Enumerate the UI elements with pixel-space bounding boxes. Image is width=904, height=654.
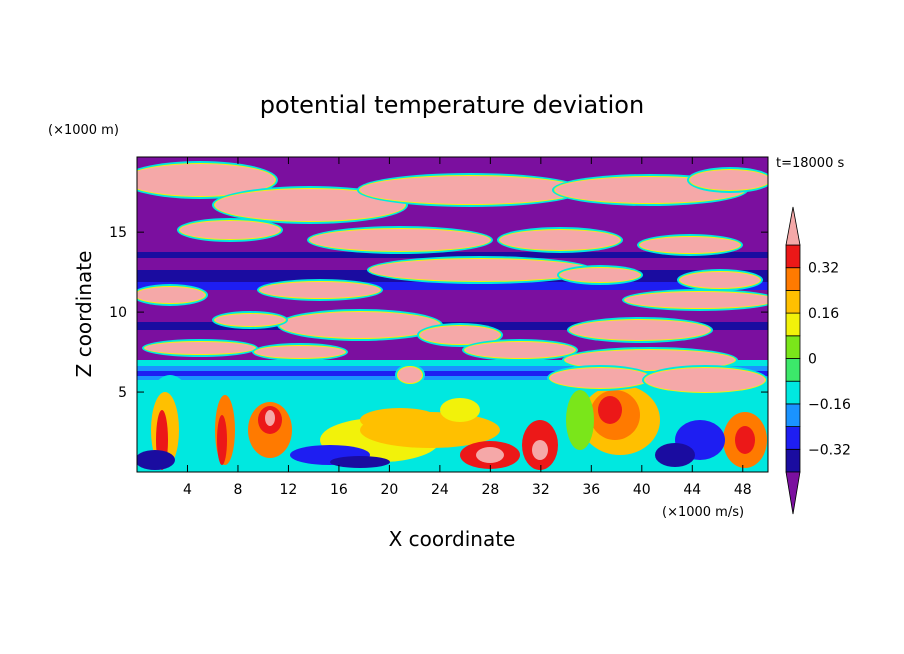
warm-filament	[465, 342, 575, 358]
colorbar: 0.32 0.16 0 −0.16 −0.32	[785, 206, 851, 515]
warm-filament	[690, 170, 768, 190]
warm-filament	[180, 221, 280, 239]
warm-filament	[550, 368, 650, 388]
y-unit-label: (×1000 m)	[48, 123, 119, 138]
x-tick-label: 40	[633, 482, 651, 498]
x-tick-label: 12	[280, 482, 298, 498]
field-blob	[598, 396, 622, 424]
colorbar-band	[785, 267, 801, 291]
colorbar-band	[785, 448, 801, 473]
x-tick-label: 36	[582, 482, 600, 498]
colorbar-tick-label: 0	[808, 352, 817, 368]
warm-filament	[570, 320, 710, 340]
y-tick-label: 5	[118, 385, 127, 401]
warm-filament	[420, 326, 500, 344]
y-tick-label: 15	[109, 225, 127, 241]
x-tick-label: 4	[183, 482, 192, 498]
warm-filament	[398, 367, 422, 383]
dark-band	[137, 252, 768, 258]
field-blob	[655, 443, 695, 467]
warm-filament	[500, 230, 620, 250]
colorbar-tick-label: 0.16	[808, 306, 839, 322]
colorbar-band	[785, 426, 801, 450]
colorbar-tick-label: −0.16	[808, 397, 851, 413]
warm-filament	[260, 282, 380, 298]
warm-filament	[645, 368, 765, 392]
y-axis-label: Z coordinate	[72, 251, 96, 378]
field-blob	[735, 426, 755, 454]
plot-area	[137, 157, 768, 472]
x-tick-label: 28	[481, 482, 499, 498]
x-tick-label: 32	[532, 482, 550, 498]
x-tick-label: 48	[734, 482, 752, 498]
colorbar-tick-label: 0.32	[808, 261, 839, 277]
warm-filament	[370, 259, 590, 281]
warm-filament	[280, 312, 440, 338]
x-tick-label: 44	[683, 482, 701, 498]
field-blob	[360, 408, 440, 432]
warm-filament	[137, 164, 275, 196]
warm-filament	[310, 229, 490, 251]
x-tick-label: 16	[330, 482, 348, 498]
warm-filament	[640, 237, 740, 253]
dark-band	[137, 282, 768, 290]
warm-filament	[625, 292, 768, 308]
plot-frame	[136, 156, 769, 473]
warm-filament	[360, 176, 580, 204]
x-axis-label: X coordinate	[389, 527, 516, 551]
time-label: t=18000 s	[776, 156, 844, 171]
warm-filament	[680, 272, 760, 288]
stable-band-core	[137, 371, 768, 376]
colorbar-band	[785, 403, 801, 427]
colorbar-tick-label: −0.32	[808, 442, 851, 458]
y-axis-ticks: 5 10 15	[109, 225, 768, 401]
colorbar-band	[785, 244, 801, 269]
chart-title: potential temperature deviation	[260, 91, 644, 119]
field-blob	[330, 456, 390, 468]
warm-filament	[215, 314, 285, 326]
x-tick-label: 8	[233, 482, 242, 498]
colorbar-extend-below	[785, 471, 801, 515]
colorbar-extend-above	[785, 206, 801, 246]
field-blob	[137, 450, 175, 470]
field-blob	[265, 410, 275, 426]
warm-filament	[565, 350, 735, 370]
colorbar-band	[785, 289, 801, 314]
warm-filament	[145, 342, 255, 354]
y-tick-label: 10	[109, 305, 127, 321]
x-unit-label: (×1000 m/s)	[662, 505, 744, 520]
field-blob	[476, 447, 504, 463]
warm-filament	[137, 287, 205, 303]
field-blob	[566, 390, 594, 450]
warm-filament	[560, 268, 640, 282]
x-tick-label: 20	[380, 482, 398, 498]
x-axis-ticks: 4 8 12 16 20 24 28 32 36 40 44 48	[183, 157, 752, 498]
field-blob	[532, 440, 548, 460]
warm-filament	[215, 189, 405, 221]
colorbar-band	[785, 335, 801, 359]
field-blob	[440, 398, 480, 422]
field-blob	[217, 415, 227, 465]
warm-filament	[255, 346, 345, 358]
colorbar-band	[785, 380, 801, 405]
colorbar-band	[785, 312, 801, 337]
x-tick-label: 24	[431, 482, 449, 498]
colorbar-band	[785, 358, 801, 382]
